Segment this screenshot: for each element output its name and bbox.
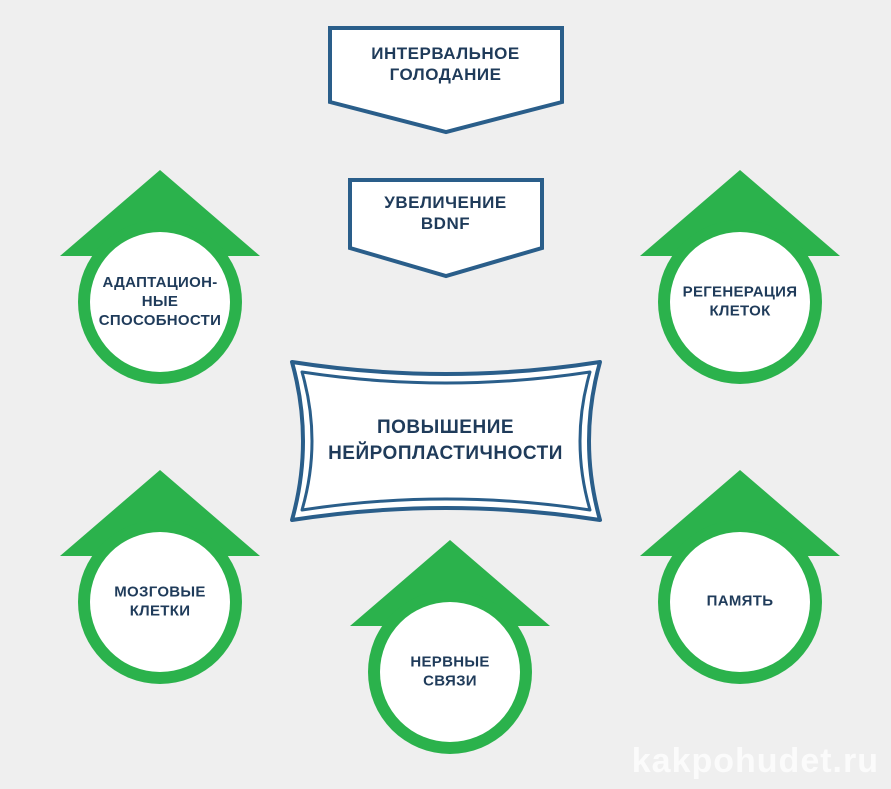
node-label: РЕГЕНЕРАЦИЯКЛЕТОК (670, 283, 810, 321)
node-label: МОЗГОВЫЕКЛЕТКИ (90, 583, 230, 621)
node-label: ПАМЯТЬ (670, 593, 810, 612)
node-nerve-links: НЕРВНЫЕСВЯЗИ (350, 540, 550, 760)
watermark-text: kakpohudet.ru (632, 742, 879, 781)
shield-bdnf-increase: УВЕЛИЧЕНИЕBDNF (346, 176, 546, 280)
node-adaptation: АДАПТАЦИОН-НЫЕСПОСОБНОСТИ (60, 170, 260, 390)
center-neuroplasticity-box: ПОВЫШЕНИЕНЕЙРОПЛАСТИЧНОСТИ (286, 356, 606, 526)
shield-intermittent-fasting: ИНТЕРВАЛЬНОЕГОЛОДАНИЕ (326, 24, 566, 136)
node-regeneration: РЕГЕНЕРАЦИЯКЛЕТОК (640, 170, 840, 390)
center-label: ПОВЫШЕНИЕНЕЙРОПЛАСТИЧНОСТИ (286, 356, 606, 526)
shield-label: УВЕЛИЧЕНИЕBDNF (346, 176, 546, 250)
node-memory: ПАМЯТЬ (640, 470, 840, 690)
node-brain-cells: МОЗГОВЫЕКЛЕТКИ (60, 470, 260, 690)
diagram-canvas: ИНТЕРВАЛЬНОЕГОЛОДАНИЕ УВЕЛИЧЕНИЕBDNF ПОВ… (0, 0, 891, 789)
shield-label: ИНТЕРВАЛЬНОЕГОЛОДАНИЕ (326, 24, 566, 104)
node-label: АДАПТАЦИОН-НЫЕСПОСОБНОСТИ (90, 274, 230, 330)
node-label: НЕРВНЫЕСВЯЗИ (380, 653, 520, 691)
